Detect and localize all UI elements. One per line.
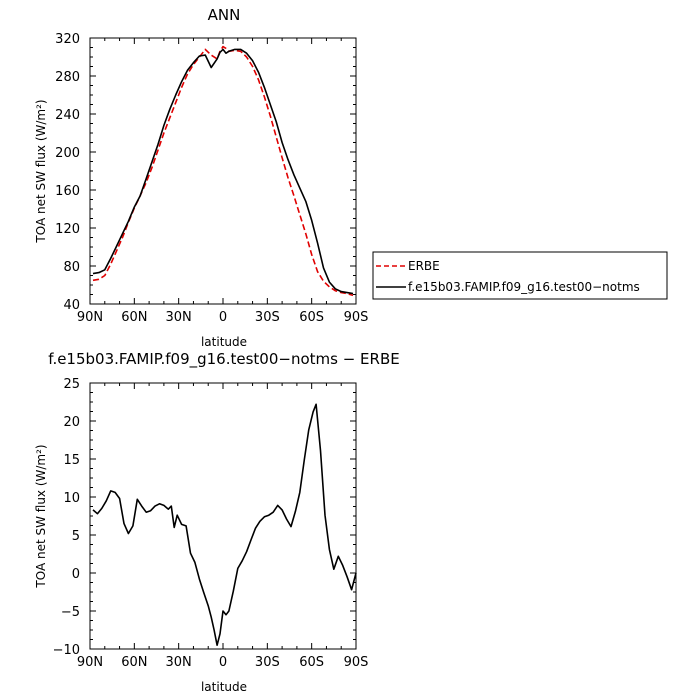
bottom-y-tick-label: 0 <box>72 567 80 582</box>
top-y-tick-label: 40 <box>63 298 80 313</box>
bottom-x-tick-label: 60N <box>121 655 147 670</box>
top-y-tick-label: 280 <box>55 70 80 85</box>
bottom-x-axis-label: latitude <box>201 680 247 694</box>
top-chart-title: ANN <box>208 6 241 24</box>
top-x-axis-label: latitude <box>201 335 247 349</box>
top-x-tick-label: 60S <box>299 310 324 325</box>
legend: ERBE f.e15b03.FAMIP.f09_g16.test00−notms <box>372 251 668 300</box>
bottom-x-tick-label: 30S <box>255 655 280 670</box>
top-plot-lines <box>92 45 354 297</box>
top-y-tick-label: 160 <box>55 184 80 199</box>
bottom-plot-lines <box>92 403 357 647</box>
bottom-y-tick-label: 20 <box>63 415 80 430</box>
legend-model-label: f.e15b03.FAMIP.f09_g16.test00−notms <box>408 280 640 294</box>
bottom-y-axis-label: TOA net SW flux (W/m²) <box>34 444 48 588</box>
top-series-line-1 <box>92 45 354 297</box>
top-x-tick-label: 60N <box>121 310 147 325</box>
bottom-x-tick-label: 0 <box>219 655 227 670</box>
top-plot-frame <box>89 37 357 305</box>
top-x-tick-label: 30N <box>166 310 192 325</box>
top-y-tick-label: 80 <box>63 260 80 275</box>
bottom-y-ticks: −10 −5 0 5 10 15 20 25 <box>53 377 356 658</box>
top-y-axis-label: TOA net SW flux (W/m²) <box>34 99 48 243</box>
top-x-tick-label: 30S <box>255 310 280 325</box>
top-x-ticks: 90N 60N 30N 0 30S 60S 90S <box>77 38 369 325</box>
top-y-tick-label: 200 <box>55 146 80 161</box>
top-x-tick-label: 0 <box>219 310 227 325</box>
bottom-x-tick-label: 90N <box>77 655 103 670</box>
bottom-series-line-1 <box>92 403 357 647</box>
bottom-y-tick-label: 5 <box>72 529 80 544</box>
top-series-line-2 <box>92 48 354 295</box>
legend-erbe-label: ERBE <box>408 259 440 273</box>
top-x-tick-label: 90N <box>77 310 103 325</box>
bottom-y-tick-label: 15 <box>63 453 80 468</box>
bottom-y-tick-label: −10 <box>53 643 80 658</box>
bottom-x-tick-label: 90S <box>344 655 369 670</box>
bottom-plot-frame <box>89 382 357 650</box>
top-y-tick-label: 240 <box>55 108 80 123</box>
top-y-ticks: 40 80 120 160 200 240 280 320 <box>55 32 356 313</box>
top-y-tick-label: 120 <box>55 222 80 237</box>
bottom-y-tick-label: −5 <box>61 605 80 620</box>
bottom-y-tick-label: 10 <box>63 491 80 506</box>
bottom-x-ticks: 90N 60N 30N 0 30S 60S 90S <box>77 383 369 670</box>
top-y-tick-label: 320 <box>55 32 80 47</box>
bottom-panel: f.e15b03.FAMIP.f09_g16.test00−notms − ER… <box>34 350 400 694</box>
bottom-x-tick-label: 30N <box>166 655 192 670</box>
top-panel: ANN 90N 60N 30N 0 30S 60S 90S 40 80 120 160 200 240… <box>34 6 368 349</box>
top-x-tick-label: 90S <box>344 310 369 325</box>
bottom-x-tick-label: 60S <box>299 655 324 670</box>
bottom-chart-title: f.e15b03.FAMIP.f09_g16.test00−notms − ER… <box>48 350 399 369</box>
legend-box <box>372 251 668 300</box>
bottom-y-tick-label: 25 <box>63 377 80 392</box>
